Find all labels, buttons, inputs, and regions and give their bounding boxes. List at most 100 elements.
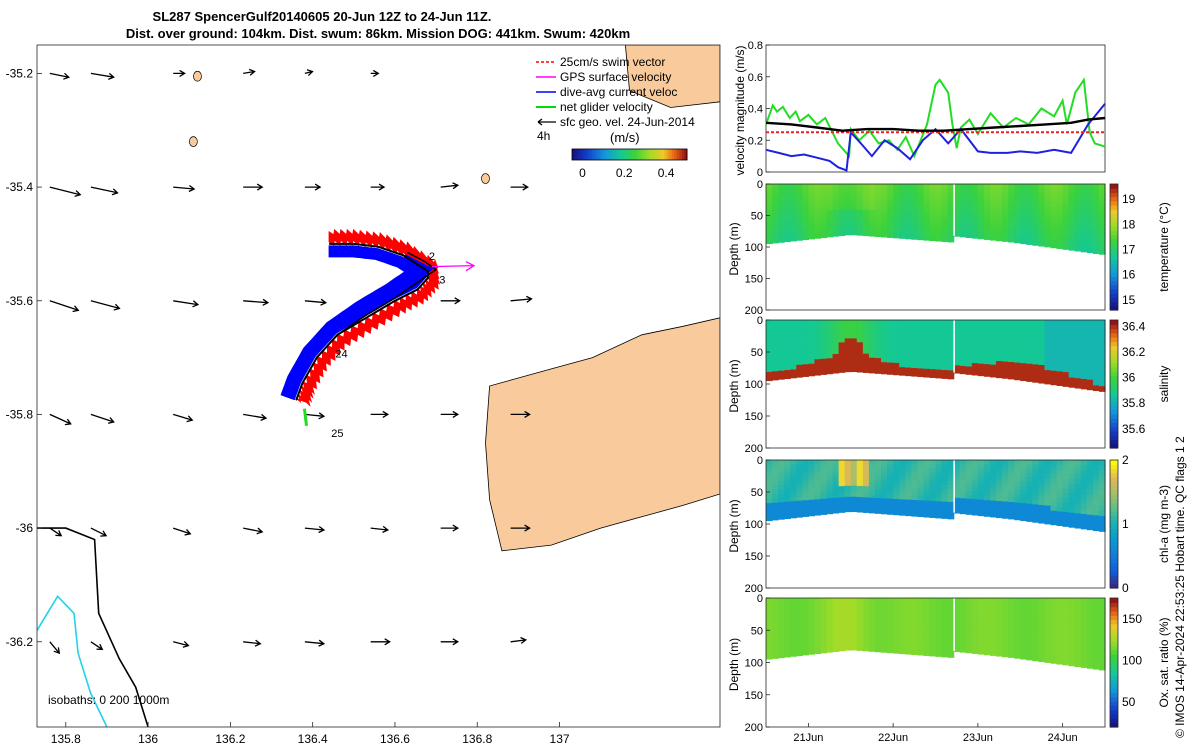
section-cell [941, 627, 949, 633]
section-cell [929, 324, 937, 329]
section-cell [989, 610, 997, 615]
section-cell [808, 483, 816, 489]
section-cell [965, 483, 973, 488]
section-cell [947, 349, 955, 355]
section-cell [1038, 602, 1046, 608]
section-y-tick-label: 0 [757, 455, 763, 467]
section-cell [784, 510, 791, 515]
section-cell [893, 625, 900, 631]
section-cell [868, 187, 876, 193]
section-cell [856, 642, 864, 648]
section-cell [1020, 230, 1027, 236]
section-colorbar-swatch [1110, 662, 1118, 668]
section-cell [947, 627, 955, 633]
section-cell [893, 218, 900, 224]
section-cell [989, 476, 997, 481]
section-cell [862, 187, 870, 192]
section-cell [826, 460, 834, 465]
section-cell [826, 225, 834, 230]
section-cell [790, 635, 797, 641]
section-cell [1098, 249, 1106, 255]
section-cell [971, 339, 979, 345]
section-cell [1068, 474, 1076, 480]
section-cell [808, 367, 816, 373]
section-cell [977, 475, 985, 481]
section-colorbar-swatch [1110, 671, 1118, 676]
section-cell [1086, 479, 1094, 486]
section-cell [1062, 460, 1070, 466]
section-cell [953, 475, 961, 480]
section-cell [784, 328, 791, 334]
section-cell [838, 184, 846, 189]
island-1 [193, 70, 202, 82]
section-cell [929, 647, 937, 653]
section-cell [814, 621, 822, 627]
section-cell [1092, 340, 1100, 346]
section-cell [941, 497, 949, 503]
section-cell [935, 320, 943, 325]
colorbar-swatch [617, 149, 620, 160]
section-cell [814, 511, 822, 516]
section-cell [826, 229, 834, 234]
section-cell [850, 342, 858, 347]
section-cell [983, 492, 991, 497]
section-cell [1068, 372, 1076, 379]
section-cell [1098, 335, 1106, 341]
section-cell [965, 617, 973, 623]
section-cell [838, 463, 846, 469]
section-cell [941, 196, 949, 201]
section-cell [1002, 328, 1009, 334]
section-cell [1086, 198, 1094, 205]
section-cell [983, 336, 991, 341]
section-cell [911, 191, 918, 197]
velocity-y-tick-label: 0.2 [748, 135, 763, 147]
section-cell [814, 327, 822, 333]
section-colorbar-swatch [1110, 354, 1118, 359]
section-cell [1068, 358, 1076, 364]
section-colorbar-tick-label: 17 [1122, 243, 1136, 257]
section-cell [802, 650, 809, 656]
section-cell [844, 646, 852, 651]
section-colorbar-swatch [1110, 268, 1118, 273]
section-cell [1050, 370, 1058, 376]
section-cell [1098, 500, 1106, 507]
island-3 [481, 173, 490, 184]
section-cell [772, 511, 779, 517]
section-cell [1080, 484, 1088, 491]
section-cell [935, 348, 943, 354]
section-cell [790, 492, 797, 498]
section-cell [923, 340, 931, 345]
section-cell [996, 356, 1003, 362]
section-cell [838, 609, 846, 614]
section-colorbar-swatch [1110, 598, 1118, 603]
section-cell [911, 626, 918, 631]
section-cell [1050, 338, 1058, 344]
section-cell [893, 222, 900, 227]
section-cell [1008, 619, 1015, 624]
section-cell [874, 187, 882, 193]
section-cell [983, 348, 991, 353]
section-cell [1062, 372, 1070, 378]
section-cell [1014, 209, 1021, 214]
section-cell [929, 626, 937, 632]
section-cell [983, 187, 991, 193]
section-cell [1092, 633, 1100, 640]
section-cell [1008, 208, 1015, 214]
section-cell [959, 640, 967, 645]
section-colorbar-tick-label: 2 [1122, 453, 1129, 467]
section-cell [778, 341, 785, 346]
section-cell [1002, 618, 1009, 624]
section-cell [1026, 602, 1033, 608]
section-colorbar-swatch [1110, 409, 1118, 415]
section-cell [899, 507, 906, 512]
section-cell [772, 324, 779, 330]
section-cell [1080, 647, 1088, 654]
section-cell [874, 184, 882, 189]
section-cell [790, 505, 797, 511]
section-cell [1008, 627, 1015, 633]
section-cell [953, 494, 961, 499]
section-cell [796, 647, 803, 652]
section-cell [832, 509, 840, 514]
section-cell [850, 493, 858, 498]
section-cell [923, 634, 931, 640]
